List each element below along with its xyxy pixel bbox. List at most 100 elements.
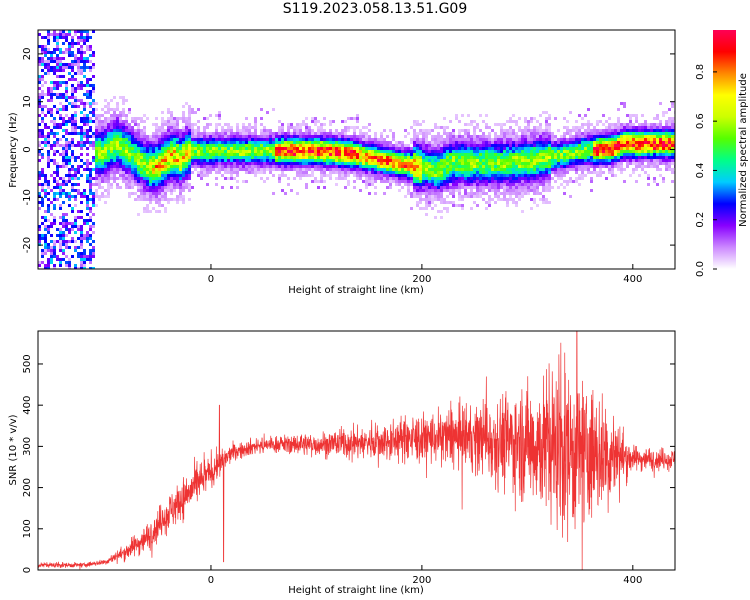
spectrogram-cell — [86, 165, 89, 168]
spectrogram-cell — [248, 159, 251, 162]
spectrogram-cell — [335, 132, 338, 135]
spectrogram-cell — [128, 138, 131, 141]
spectrogram-cell — [482, 141, 485, 144]
spectrogram-cell — [458, 180, 461, 183]
spectrogram-cell — [656, 162, 659, 165]
spectrogram-cell — [146, 135, 149, 138]
spectrogram-cell — [509, 153, 512, 156]
spectrogram-cell — [344, 165, 347, 168]
spectrogram-cell — [299, 165, 302, 168]
spectrogram-cell — [62, 147, 65, 150]
spectrogram-cell — [179, 117, 182, 120]
spectrogram-cell — [143, 165, 146, 168]
spectrogram-cell — [101, 180, 104, 183]
spectrogram-cell — [395, 177, 398, 180]
spectrogram-cell — [182, 159, 185, 162]
spectrogram-cell — [83, 237, 86, 240]
spectrogram-cell — [503, 192, 506, 195]
spectrogram-cell — [359, 177, 362, 180]
spectrogram-cell — [530, 144, 533, 147]
spectrogram-cell — [524, 159, 527, 162]
spectrogram-cell — [233, 168, 236, 171]
spectrogram-cell — [281, 171, 284, 174]
spectrogram-cell — [80, 144, 83, 147]
spectrogram-cell — [62, 156, 65, 159]
spectrogram-cell — [407, 162, 410, 165]
spectrogram-cell — [59, 33, 62, 36]
spectrogram-cell — [53, 243, 56, 246]
spectrogram-cell — [401, 177, 404, 180]
spectrogram-cell — [518, 141, 521, 144]
spectrogram-cell — [77, 189, 80, 192]
spectrogram-cell — [95, 147, 98, 150]
spectrogram-cell — [53, 123, 56, 126]
spectrogram-cell — [632, 156, 635, 159]
spectrogram-cell — [650, 159, 653, 162]
spectrogram-cell — [317, 162, 320, 165]
spectrogram-cell — [659, 150, 662, 153]
spectrogram-cell — [158, 162, 161, 165]
spectrogram-cell — [623, 102, 626, 105]
spectrogram-cell — [65, 243, 68, 246]
spectrogram-cell — [80, 117, 83, 120]
spectrogram-cell — [104, 153, 107, 156]
spectrogram-cell — [476, 156, 479, 159]
spectrogram-cell — [446, 141, 449, 144]
spectrogram-cell — [545, 153, 548, 156]
spectrogram-cell — [410, 141, 413, 144]
spectrogram-cell — [179, 150, 182, 153]
spectrogram-cell — [38, 105, 41, 108]
spectrogram-cell — [386, 168, 389, 171]
spectrogram-cell — [341, 165, 344, 168]
spectrogram-cell — [89, 183, 92, 186]
spectrogram-cell — [494, 135, 497, 138]
spectrogram-cell — [284, 192, 287, 195]
spectrogram-cell — [65, 195, 68, 198]
spectrogram-cell — [398, 162, 401, 165]
spectrogram-cell — [80, 54, 83, 57]
spectrogram-cell — [521, 186, 524, 189]
spectrogram-cell — [65, 108, 68, 111]
spectrogram-cell — [476, 165, 479, 168]
spectrogram-cell — [635, 126, 638, 129]
spectrogram-cell — [665, 144, 668, 147]
spectrogram-cell — [113, 111, 116, 114]
spectrogram-cell — [167, 120, 170, 123]
spectrogram-cell — [479, 159, 482, 162]
spectrogram-cell — [560, 156, 563, 159]
spectrogram-cell — [80, 231, 83, 234]
spectrogram-cell — [365, 156, 368, 159]
spectrogram-cell — [500, 198, 503, 201]
spectrogram-cell — [404, 165, 407, 168]
spectrogram-cell — [554, 159, 557, 162]
spectrogram-cell — [89, 177, 92, 180]
spectrogram-cell — [467, 144, 470, 147]
spectrogram-cell — [224, 150, 227, 153]
spectrogram-cell — [125, 144, 128, 147]
spectrogram-cell — [536, 180, 539, 183]
spectrogram-cell — [668, 141, 671, 144]
spectrogram-cell — [389, 147, 392, 150]
spectrogram-cell — [98, 126, 101, 129]
spectrogram-cell — [650, 135, 653, 138]
spectrogram-cell — [446, 132, 449, 135]
spectrogram-cell — [629, 114, 632, 117]
spectrogram-cell — [365, 159, 368, 162]
spectrogram-cell — [107, 183, 110, 186]
spectrogram-cell — [401, 153, 404, 156]
spectrogram-cell — [173, 159, 176, 162]
spectrogram-cell — [296, 171, 299, 174]
spectrogram-cell — [566, 120, 569, 123]
spectrogram-cell — [482, 165, 485, 168]
spectrogram-cell — [422, 156, 425, 159]
spectrogram-cell — [641, 141, 644, 144]
spectrogram-cell — [128, 135, 131, 138]
spectrogram-cell — [98, 150, 101, 153]
spectrogram-cell — [191, 186, 194, 189]
spectrogram-cell — [653, 141, 656, 144]
spectrogram-cell — [539, 174, 542, 177]
y-tick-label: 300 — [22, 437, 33, 456]
spectrogram-cell — [56, 228, 59, 231]
spectrogram-cell — [287, 159, 290, 162]
spectrogram-cell — [485, 186, 488, 189]
